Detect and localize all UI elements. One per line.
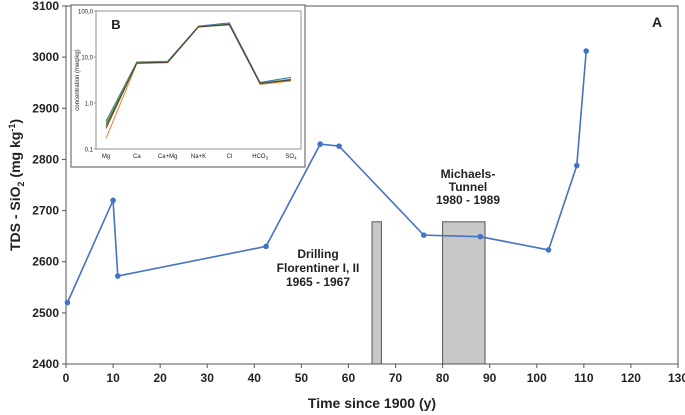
x-tick-label: 70 [389,371,403,385]
tds-data-point [583,48,589,54]
y-tick-label: 3100 [32,0,59,13]
y-axis-title: TDS - SiO2 (mg kg-1) [7,119,26,251]
bar-annotation-1-line-3: 1965 - 1967 [286,275,350,289]
y-tick-label: 2600 [32,255,59,269]
inset-x-tick-label: SO4 [285,154,297,161]
y-axis-title-unit-close: ) [7,119,23,124]
y-tick-label: 2900 [32,101,59,115]
x-tick-label: 20 [153,371,167,385]
activity-bars [371,221,486,365]
tds-data-point [64,299,71,306]
tds-data-point [573,162,580,169]
inset-x-tick-label: Na+K [191,154,206,160]
x-tick-label: 50 [295,371,309,385]
x-tick-label: 120 [621,371,641,385]
bar-annotation-2-line-1: Michaels- [441,167,496,181]
x-tick-label: 0 [63,371,70,385]
y-tick-label: 2400 [32,357,59,371]
tds-data-point [317,141,324,147]
y-axis-title-unit-sup: -1 [7,124,17,132]
inset-y-tick-label: 10,0 [81,56,93,62]
x-tick-label: 40 [248,371,262,385]
x-tick-label: 60 [342,371,356,385]
y-tick-label: 2500 [32,306,59,320]
activity-bar-2 [442,221,486,365]
inset-y-axis-title: concentration (meq/kg) [75,49,81,110]
y-axis-title-unit-open: (mg kg [7,132,23,182]
inset-x-tick-label: Ca [133,154,141,160]
bar-annotation-2-line-2: Tunnel [449,180,487,194]
inset-series-line-5 [105,23,292,129]
x-tick-label: 130 [668,371,685,385]
y-tick-label: 2700 [32,204,59,218]
tds-data-point [477,233,484,240]
tds-data-point [110,197,116,204]
inset-y-tick-label: 0,1 [85,148,94,154]
y-axis-title-main: TDS - SiO [7,186,23,251]
inset-background [70,4,306,168]
inset-plot-frame [95,10,302,150]
bar-annotation-2-line-3: 1980 - 1989 [436,193,500,207]
x-tick-label: 10 [106,371,120,385]
x-tick-label: 30 [201,371,215,385]
inset-panel-b: B concentration (meq/kg) 0,1 1,0 10,0 100,0… [70,4,306,168]
activity-bar-1 [371,221,382,365]
tds-data-point [336,143,342,149]
inset-x-tick-label: Mg [102,154,110,160]
inset-x-ticks: Mg Ca Ca+Mg Na+K Cl HCO3 SO4 [102,154,297,161]
y-axis-title-sub: 2 [16,181,26,186]
x-tick-label: 80 [436,371,450,385]
x-tick-label: 110 [574,371,594,385]
y-tick-label: 2800 [32,152,59,166]
x-axis-title: Time since 1900 (y) [308,395,436,411]
bar-annotation-1-line-2: Florentiner I, II [277,261,360,275]
x-tick-label: 90 [483,371,497,385]
x-tick-label: 100 [527,371,547,385]
y-tick-label: 3000 [32,50,59,64]
tds-data-point [263,243,269,250]
tds-data-point [114,273,121,279]
panel-label-a: A [652,14,662,30]
tds-series [64,48,589,306]
inset-x-tick-label: Ca+Mg [158,154,178,160]
panel-label-b: B [111,17,120,32]
bar-annotation-1-line-1: Drilling [297,247,338,261]
inset-x-tick-label: Cl [226,154,232,160]
inset-y-tick-label: 100,0 [78,10,94,16]
inset-y-tick-label: 1,0 [85,102,94,108]
tds-data-point [545,247,552,253]
inset-series-group [105,22,292,139]
y-axis-ticks: 2400 2500 2600 2700 2800 2900 3000 3100 [32,0,66,371]
inset-y-ticks: 0,1 1,0 10,0 100,0 [78,10,96,154]
x-axis-ticks: 0 10 20 30 40 50 60 70 80 90 100 110 120 130 [63,364,685,385]
tds-data-point [420,232,427,238]
inset-x-tick-label: HCO3 [252,154,268,161]
